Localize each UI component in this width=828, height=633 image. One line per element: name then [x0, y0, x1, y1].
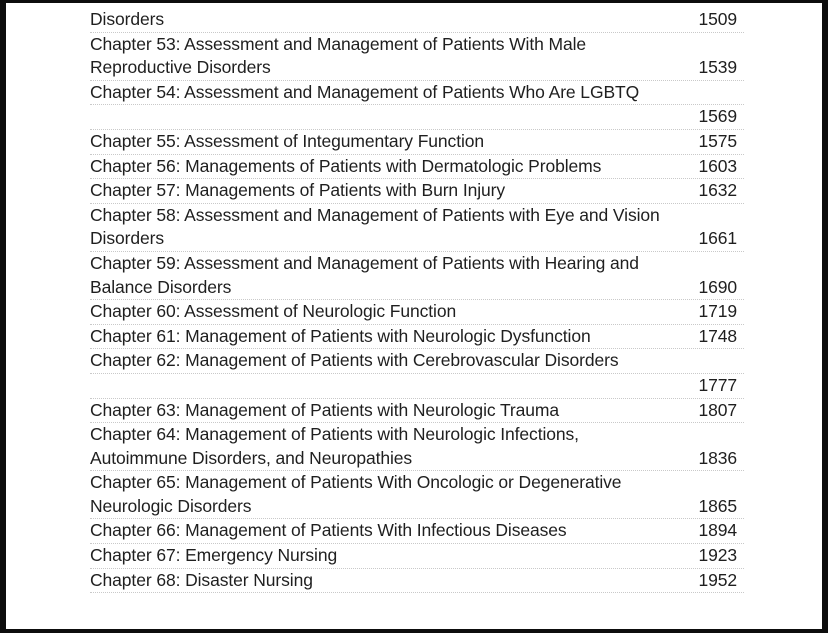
page-number: 1661 — [698, 228, 737, 249]
chapter-title-line: Chapter 68: Disaster Nursing — [90, 569, 313, 590]
chapter-title-line: Chapter 66: Management of Patients With … — [90, 520, 567, 541]
toc-row: Chapter 59: Assessment and Management of… — [90, 252, 744, 301]
page-number: 1807 — [698, 399, 737, 420]
viewer-right-edge-bar — [822, 0, 828, 633]
toc-row: 1777 — [90, 374, 744, 399]
chapter-title-line: Chapter 62: Management of Patients with … — [90, 350, 619, 371]
page-number: 1777 — [698, 374, 737, 395]
table-of-contents: Disorders 1509 Chapter 53: Assessment and … — [90, 8, 744, 594]
chapter-title-line: Chapter 63: Management of Patients with … — [90, 399, 559, 420]
chapter-title-line: Chapter 67: Emergency Nursing — [90, 545, 338, 566]
page-number: 1952 — [698, 569, 737, 590]
toc-row: Chapter 54: Assessment and Management of… — [90, 81, 744, 106]
page-number: 1748 — [698, 325, 737, 346]
toc-row: Chapter 65: Management of Patients With … — [90, 471, 744, 520]
chapter-title-line: Chapter 60: Assessment of Neurologic Fun… — [90, 301, 457, 322]
viewer-bottom-edge-bar — [0, 629, 828, 633]
toc-row: Chapter 60: Assessment of Neurologic Fun… — [90, 300, 744, 325]
page-number: 1575 — [698, 130, 737, 151]
page-number: 1569 — [698, 106, 737, 127]
toc-row: Chapter 53: Assessment and Management of… — [90, 33, 744, 81]
page-number: 1632 — [698, 180, 737, 201]
page-number: 1923 — [698, 545, 737, 566]
toc-row: Chapter 62: Management of Patients with … — [90, 349, 744, 374]
page-number: 1509 — [698, 9, 737, 29]
toc-row: Disorders 1509 — [90, 8, 744, 33]
chapter-title-line: Chapter 58: Assessment and Management of… — [90, 204, 660, 225]
page-number: 1719 — [698, 301, 737, 322]
page-number: 1690 — [698, 276, 737, 297]
viewer-top-edge-bar — [0, 0, 828, 3]
chapter-title-line: Neurologic Disorders — [90, 495, 252, 516]
toc-row: Chapter 66: Management of Patients With … — [90, 519, 744, 545]
toc-row: Chapter 58: Assessment and Management of… — [90, 204, 744, 252]
chapter-title-line: Chapter 54: Assessment and Management of… — [90, 81, 640, 102]
page-number: 1894 — [698, 520, 737, 541]
chapter-title-line: Chapter 59: Assessment and Management of… — [90, 252, 639, 273]
chapter-title-line: Chapter 57: Managements of Patients with… — [90, 180, 506, 201]
toc-row: Chapter 64: Management of Patients with … — [90, 423, 744, 472]
chapter-title-line: Chapter 53: Assessment and Management of… — [90, 33, 587, 54]
toc-row: Chapter 57: Managements of Patients with… — [90, 179, 744, 204]
page-number: 1836 — [698, 447, 737, 468]
chapter-title-line: Chapter 55: Assessment of Integumentary … — [90, 130, 485, 151]
chapter-title-line: Disorders — [90, 228, 164, 249]
page-number: 1865 — [698, 495, 737, 516]
chapter-title-line: Disorders — [90, 9, 164, 29]
chapter-title-line: Chapter 56: Managements of Patients with… — [90, 155, 602, 176]
chapter-title-line: Autoimmune Disorders, and Neuropathies — [90, 447, 413, 468]
toc-row: Chapter 55: Assessment of Integumentary … — [90, 130, 744, 155]
toc-row: Chapter 67: Emergency Nursing 1923 — [90, 544, 744, 569]
page-number: 1539 — [698, 57, 737, 78]
document-page: Disorders 1509 Chapter 53: Assessment and … — [6, 3, 822, 629]
toc-row: Chapter 56: Managements of Patients with… — [90, 155, 744, 180]
chapter-title-line: Chapter 61: Management of Patients with … — [90, 325, 591, 346]
toc-row: 1569 — [90, 105, 744, 130]
page-number: 1603 — [698, 155, 737, 176]
toc-row: Chapter 68: Disaster Nursing 1952 — [90, 569, 744, 594]
chapter-title-line: Reproductive Disorders — [90, 57, 271, 78]
chapter-title-line: Chapter 64: Management of Patients with … — [90, 424, 579, 445]
toc-row: Chapter 61: Management of Patients with … — [90, 325, 744, 350]
viewer-left-edge-bar — [0, 0, 6, 633]
chapter-title-line: Balance Disorders — [90, 276, 232, 297]
chapter-title-line: Chapter 65: Management of Patients With … — [90, 472, 622, 493]
toc-row: Chapter 63: Management of Patients with … — [90, 399, 744, 424]
